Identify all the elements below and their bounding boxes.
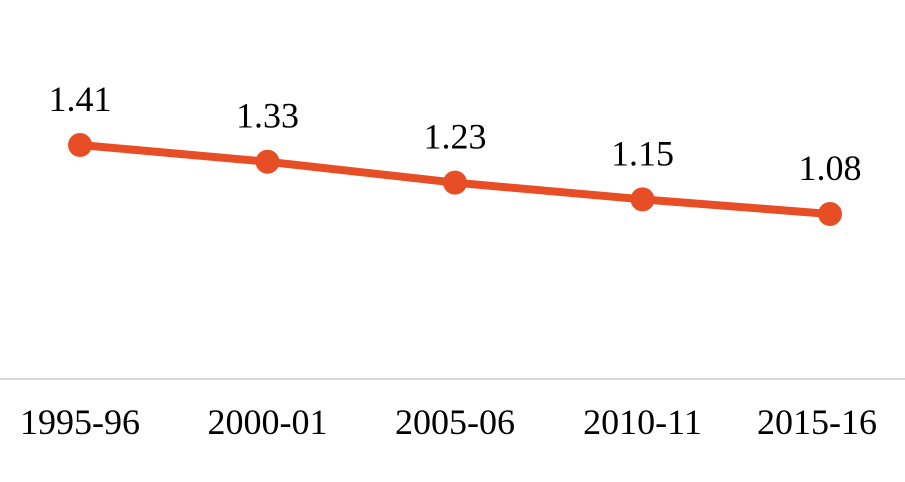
series-layer bbox=[68, 133, 842, 226]
data-label-2010-11: 1.15 bbox=[611, 133, 674, 173]
x-tick-label-2015-16: 2015-16 bbox=[757, 402, 877, 442]
data-label-2015-16: 1.08 bbox=[799, 148, 862, 188]
data-label-1995-96: 1.41 bbox=[49, 79, 112, 119]
data-point-2010-11 bbox=[630, 187, 655, 212]
x-tick-label-2000-01: 2000-01 bbox=[208, 402, 328, 442]
data-label-2000-01: 1.33 bbox=[236, 96, 299, 136]
data-point-2015-16 bbox=[818, 202, 842, 226]
x-tick-label-2005-06: 2005-06 bbox=[395, 402, 515, 442]
data-label-2005-06: 1.23 bbox=[424, 117, 487, 157]
data-point-1995-96 bbox=[68, 133, 92, 157]
x-tick-labels: 1995-96 2000-01 2005-06 2010-11 2015-16 bbox=[20, 402, 877, 442]
x-tick-label-2010-11: 2010-11 bbox=[583, 402, 702, 442]
data-point-2000-01 bbox=[255, 149, 280, 174]
labels-layer: 1.41 1.33 1.23 1.15 1.08 bbox=[49, 79, 862, 188]
x-tick-label-1995-96: 1995-96 bbox=[20, 402, 140, 442]
data-point-2005-06 bbox=[443, 170, 467, 195]
